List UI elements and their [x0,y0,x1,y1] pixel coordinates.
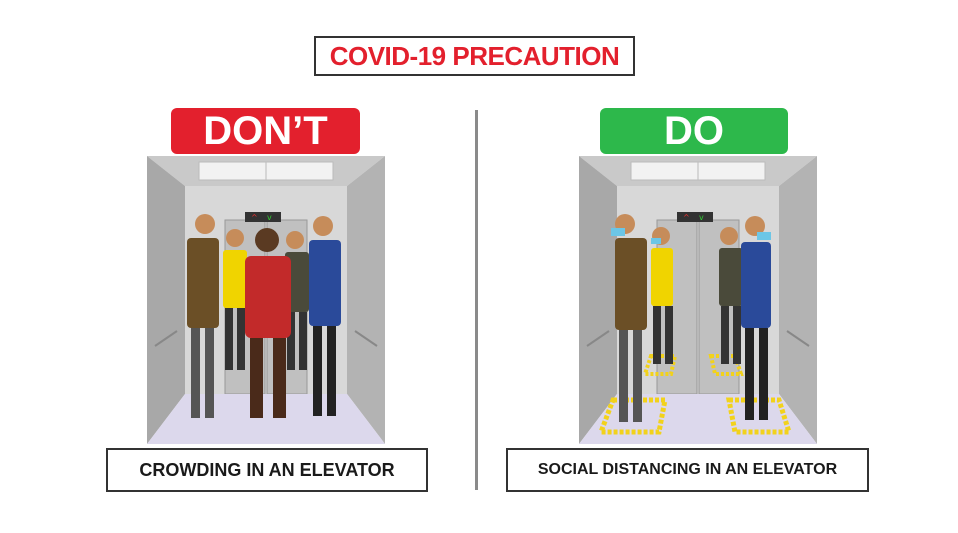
distanced-elevator-illustration: ^ v [579,156,817,444]
svg-text:^: ^ [683,213,690,222]
floor-marker [597,397,669,435]
dont-badge: DON’T [171,108,360,154]
page-title: COVID-19 PRECAUTION [314,36,635,76]
person-red-jacket [245,228,291,418]
person-blue-shirt [309,216,341,416]
center-divider [475,110,478,490]
person-blue-shirt-masked [741,216,771,420]
svg-text:^: ^ [251,213,258,222]
person-dark-suit-masked [719,227,743,364]
svg-text:v: v [699,213,704,222]
person-brown-jacket-masked [611,214,647,422]
crowding-caption: CROWDING IN AN ELEVATOR [106,448,428,492]
svg-text:v: v [267,213,272,222]
person-yellow-shirt-masked [651,227,673,364]
do-badge: DO [600,108,788,154]
person-brown-jacket [187,214,219,418]
crowded-elevator-illustration: ^ v [147,156,385,444]
social-distancing-caption: SOCIAL DISTANCING IN AN ELEVATOR [506,448,869,492]
person-yellow-shirt [223,229,247,370]
